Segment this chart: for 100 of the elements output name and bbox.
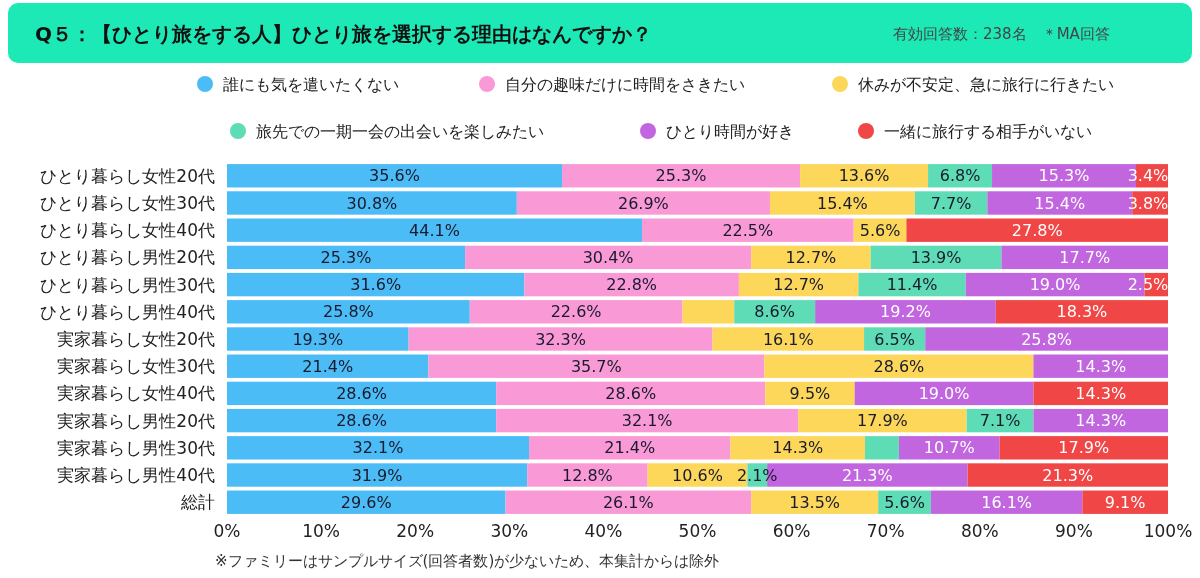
bar	[930, 490, 1083, 514]
bar	[865, 436, 899, 460]
bar	[730, 436, 865, 460]
bar	[925, 327, 1168, 351]
bar	[1033, 354, 1168, 378]
bar	[682, 300, 735, 324]
bar	[465, 245, 752, 270]
bar	[815, 300, 996, 324]
data-label: 27.8%	[1011, 220, 1063, 240]
y-tick-label: ひとり暮らし女性40代	[40, 220, 215, 241]
data-label: 35.6%	[369, 166, 420, 186]
data-label: 30.8%	[346, 193, 398, 213]
y-tick-label: 総計	[180, 492, 215, 513]
data-label: 32.3%	[535, 329, 586, 349]
legend-label: 一緒に旅行する相手がいない	[884, 121, 1092, 141]
bar	[562, 164, 801, 188]
y-tick-label: 実家暮らし女性20代	[57, 328, 215, 349]
legend-label: 誰にも気を遣いたくない	[223, 74, 399, 94]
data-label: 25.3%	[320, 247, 372, 267]
data-label: 12.7%	[773, 275, 825, 295]
data-label: 18.3%	[1056, 302, 1108, 322]
bar	[496, 408, 799, 433]
y-tick-label: 実家暮らし男性30代	[57, 437, 215, 458]
data-label: 32.1%	[352, 438, 404, 458]
bar	[496, 381, 766, 406]
data-label: 26.1%	[602, 492, 654, 512]
data-label: 16.1%	[981, 492, 1033, 512]
x-tick-label: 90%	[1055, 521, 1093, 541]
bar	[854, 381, 1034, 406]
y-tick-label: 実家暮らし男性40代	[57, 464, 215, 485]
chart-subtitle: 有効回答数：238名 ＊MA回答	[893, 25, 1110, 44]
bar	[751, 245, 871, 270]
bar	[1033, 381, 1168, 406]
bar	[967, 463, 1168, 487]
bar	[227, 327, 409, 351]
data-label: 5.6%	[884, 492, 925, 512]
y-tick-label: 実家暮らし女性30代	[57, 356, 215, 377]
bar	[227, 490, 506, 514]
x-tick-label: 0%	[213, 521, 241, 541]
data-label: 19.0%	[1029, 275, 1081, 295]
data-label: 22.5%	[722, 220, 774, 240]
data-label: 7.1%	[979, 411, 1021, 431]
data-label: 15.3%	[1038, 166, 1090, 186]
bar	[641, 218, 854, 242]
data-label: 7.7%	[930, 193, 972, 213]
y-tick-label: ひとり暮らし男性40代	[40, 301, 215, 322]
data-label: 11.4%	[886, 275, 938, 295]
text: ※ファミリーはサンプルサイズ(回答者数)が少ないため、本集計からは除外	[215, 552, 720, 570]
bar	[227, 381, 497, 406]
bar	[524, 272, 739, 297]
x-tick-label: 80%	[960, 521, 999, 541]
bar	[516, 191, 770, 215]
bar	[227, 272, 525, 297]
y-tick-label: 実家暮らし男性20代	[57, 410, 215, 431]
data-label: 44.1%	[409, 220, 460, 240]
bar	[227, 436, 530, 460]
x-tick-label: 30%	[490, 521, 529, 541]
bar	[769, 191, 915, 215]
data-label: 28.6%	[605, 384, 657, 403]
bar	[914, 191, 988, 215]
y-tick-label: ひとり暮らし女性20代	[40, 165, 215, 186]
bar	[227, 191, 517, 215]
bar	[227, 218, 642, 242]
y-tick-label: ひとり暮らし女性30代	[40, 192, 215, 213]
data-label: 25.3%	[655, 166, 707, 186]
data-label: 21.4%	[302, 356, 354, 376]
bar	[227, 164, 562, 188]
data-label: 17.7%	[1059, 247, 1111, 267]
data-label: 6.8%	[939, 166, 981, 186]
data-label: 14.3%	[772, 438, 824, 458]
data-label: 15.4%	[817, 193, 868, 213]
bar	[898, 436, 1000, 460]
y-tick-label: 実家暮らし女性40代	[57, 383, 215, 404]
bar	[764, 354, 1034, 378]
data-label: 29.6%	[340, 492, 392, 512]
data-label: 12.8%	[561, 465, 613, 485]
data-label: 9.5%	[789, 384, 831, 403]
data-label: 12.7%	[785, 247, 837, 267]
data-label: 6.5%	[874, 329, 915, 349]
data-label: 25.8%	[322, 302, 374, 322]
bar	[428, 354, 765, 378]
bar	[227, 354, 429, 378]
data-label: 15.4%	[1034, 193, 1086, 213]
data-label: 14.3%	[1075, 384, 1127, 403]
data-label: 10.7%	[923, 438, 975, 458]
data-label: 31.6%	[350, 275, 402, 295]
data-label: 14.3%	[1075, 411, 1127, 431]
bar	[227, 300, 470, 324]
bar	[227, 463, 528, 487]
data-label: 31.9%	[351, 465, 403, 485]
bar	[999, 436, 1168, 460]
data-label: 22.8%	[606, 275, 658, 295]
bar	[408, 327, 713, 351]
bar	[469, 300, 683, 324]
legend-label: 休みが不安定、急に旅行に行きたい	[858, 74, 1114, 94]
bar	[527, 463, 648, 487]
bar	[1001, 245, 1168, 270]
x-tick-label: 50%	[678, 521, 717, 541]
x-tick-label: 100%	[1143, 521, 1193, 541]
data-label: 19.3%	[292, 329, 344, 349]
